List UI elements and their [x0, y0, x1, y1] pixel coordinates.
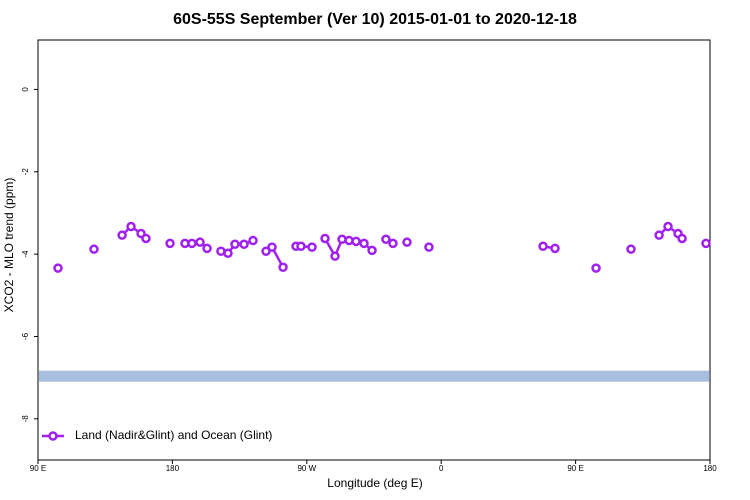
data-point	[359, 238, 369, 249]
y-tick-label: -6	[21, 332, 30, 340]
data-point	[248, 235, 258, 246]
data-point	[187, 238, 197, 249]
data-point	[261, 246, 271, 256]
x-tick-label: 180	[703, 464, 717, 473]
data-point	[550, 243, 560, 254]
data-point	[626, 244, 636, 254]
data-point	[89, 244, 99, 254]
data-point	[330, 251, 340, 261]
x-tick-label: 90 E	[567, 464, 583, 473]
y-tick-label: -2	[21, 168, 30, 176]
data-point	[117, 230, 127, 240]
data-point	[654, 230, 664, 240]
data-point	[677, 233, 687, 244]
chart-title: 60S-55S September (Ver 10) 2015-01-01 to…	[173, 11, 577, 28]
legend-label: Land (Nadir&Glint) and Ocean (Glint)	[75, 428, 272, 442]
x-tick-label: 90 E	[30, 464, 46, 473]
data-point	[424, 242, 434, 252]
data-point	[53, 263, 63, 273]
legend-marker	[48, 431, 58, 441]
data-point	[223, 248, 233, 259]
plot-frame	[37, 39, 711, 461]
y-axis-label: XCO2 - MLO trend (ppm)	[2, 178, 16, 313]
data-point	[239, 239, 249, 249]
data-point	[538, 241, 548, 252]
data-point	[402, 237, 412, 247]
data-point	[126, 221, 136, 232]
y-tick-label: -8	[21, 415, 30, 423]
data-point	[165, 238, 175, 249]
data-point	[351, 236, 361, 247]
data-point	[195, 237, 205, 247]
data-point	[278, 262, 288, 273]
reference-band	[39, 370, 709, 382]
data-point	[367, 245, 377, 256]
data-point	[141, 233, 151, 244]
data-point	[296, 241, 306, 252]
data-point	[320, 233, 330, 244]
data-point	[388, 238, 398, 249]
data-point	[230, 239, 240, 249]
x-tick-label: 180	[166, 464, 180, 473]
x-tick-label: 0	[439, 464, 444, 473]
y-tick-label: -4	[21, 250, 30, 258]
data-point	[381, 234, 391, 245]
data-point	[202, 243, 212, 254]
data-point	[701, 238, 711, 249]
y-tick-label: 0	[21, 87, 30, 92]
x-tick-label: 90 W	[297, 464, 316, 473]
data-point	[307, 242, 317, 252]
data-point	[591, 263, 601, 273]
x-axis-label: Longitude (deg E)	[327, 476, 422, 490]
data-point	[663, 221, 673, 232]
data-point	[267, 242, 277, 252]
